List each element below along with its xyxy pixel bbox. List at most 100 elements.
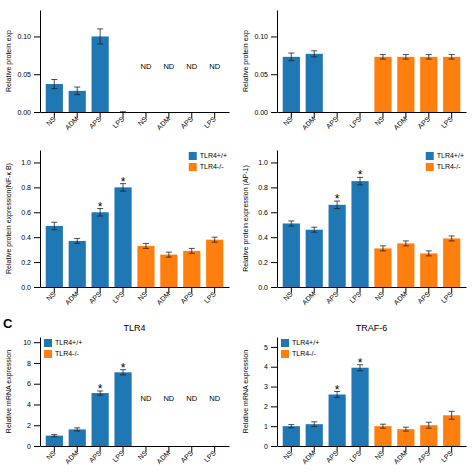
y-tick: 0.0 [258,284,277,291]
y-tick-mark [34,112,40,113]
bar [92,36,109,112]
annotation: ND [163,394,174,403]
bar [137,246,154,287]
x-tick-label: APS [179,290,194,305]
legend-item: TLR4-/- [189,163,224,171]
x-tick-label: ADM [392,115,408,131]
error-bar [288,53,294,61]
error-bar-cap [403,427,409,428]
bar [420,425,437,446]
y-tick-mark [34,262,40,263]
y-tick: 0.05 [17,71,40,78]
error-bar-stem [428,422,429,428]
x-tick: LPS [203,287,218,304]
y-tick-label: 0 [27,443,31,450]
panel: 0246810NSADMAPSLPSNSADMAPSLPSRelative mR… [3,316,230,465]
x-tick-label: LPS [203,115,218,130]
x-tick-mark [337,446,338,452]
figure: 0.000.050.10NSADMAPSLPSNSADMAPSLPSRelati… [0,0,474,474]
significance-star: * [121,175,126,189]
bar [183,251,200,287]
y-tick-mark [34,36,40,37]
error-bar-stem [314,422,315,427]
error-bar-cap [288,53,294,54]
x-tick: NS [137,112,149,127]
x-tick: LPS [111,287,126,304]
x-tick-mark [360,446,361,452]
x-axis-line [278,287,467,288]
bar [160,255,177,287]
marks [46,29,126,112]
error-bar-stem [100,29,101,44]
error-bar-cap [426,59,432,60]
x-tick: LPS [440,112,455,129]
x-tick-mark [191,446,192,452]
x-tick: APS [179,446,194,464]
bar [443,238,460,287]
legend-item: TLR4+/+ [189,152,227,160]
plot-area: 0.000.050.10NSADMAPSLPSNSADMAPSLPSRelati… [242,11,467,132]
y-axis: 0.000.050.10 [254,11,277,116]
error-bar-cap [120,112,126,113]
x-tick-label: ADM [301,115,317,131]
y-tick-mark [271,387,277,388]
y-tick-mark [34,237,40,238]
y-tick-label: 0 [264,443,268,450]
y-axis: 0.00.20.40.60.81.0 [21,151,40,291]
bar [329,394,346,446]
x-tick-label: LPS [440,290,455,305]
bar [397,57,414,112]
x-tick-label: NS [45,449,57,461]
annotation: ND [209,394,220,403]
legend-swatch [189,152,197,160]
y-tick: 3 [264,383,277,390]
y-tick: 5 [264,344,277,351]
y-tick: 0 [264,443,277,450]
x-tick: NS [45,446,57,461]
y-tick-label: 0.00 [17,109,31,116]
y-tick-label: 1.0 [21,159,31,166]
x-tick-mark [145,446,146,452]
x-axis: NSADMAPSLPSNSADMAPSLPS [278,287,467,306]
bar [351,181,368,287]
x-tick: LPS [203,112,218,129]
error-bar-cap [334,397,340,398]
y-tick: 4 [27,401,40,408]
error-bar-cap [97,216,103,217]
error-bar-stem [405,241,406,246]
x-tick: APS [88,287,103,305]
error-bar-cap [449,411,455,412]
x-tick-mark [100,446,101,452]
x-tick: ADM [392,446,408,465]
error-bar-stem [77,87,78,95]
legend-swatch [281,350,289,358]
y-axis-line [40,338,41,447]
x-tick-label: APS [325,290,340,305]
bar [46,436,63,446]
y-tick-mark [34,363,40,364]
error-bar-cap [426,428,432,429]
x-tick-label: APS [179,115,194,130]
error-bar-cap [288,60,294,61]
error-bar-stem [382,55,383,60]
marks [283,177,461,287]
x-tick: APS [88,446,103,464]
error-bar [97,29,103,44]
error-bar-stem [145,243,146,248]
x-tick: APS [416,287,431,305]
legend-label: TLR4+/+ [200,152,227,159]
x-axis: NSADMAPSLPSNSADMAPSLPS [41,446,230,465]
error-bar [403,241,409,246]
x-axis-line [278,446,467,447]
x-tick: LPS [440,446,455,463]
error-bar-cap [311,50,317,51]
x-tick-label: NS [282,115,294,127]
x-tick-label: ADM [301,449,317,465]
y-tick-mark [271,347,277,348]
y-axis: 0.00.20.40.60.81.0 [258,151,277,291]
error-bar [143,243,149,248]
bar [283,223,300,287]
y-tick-mark [34,384,40,385]
x-tick: ADM [155,287,171,306]
x-tick-mark [77,446,78,452]
